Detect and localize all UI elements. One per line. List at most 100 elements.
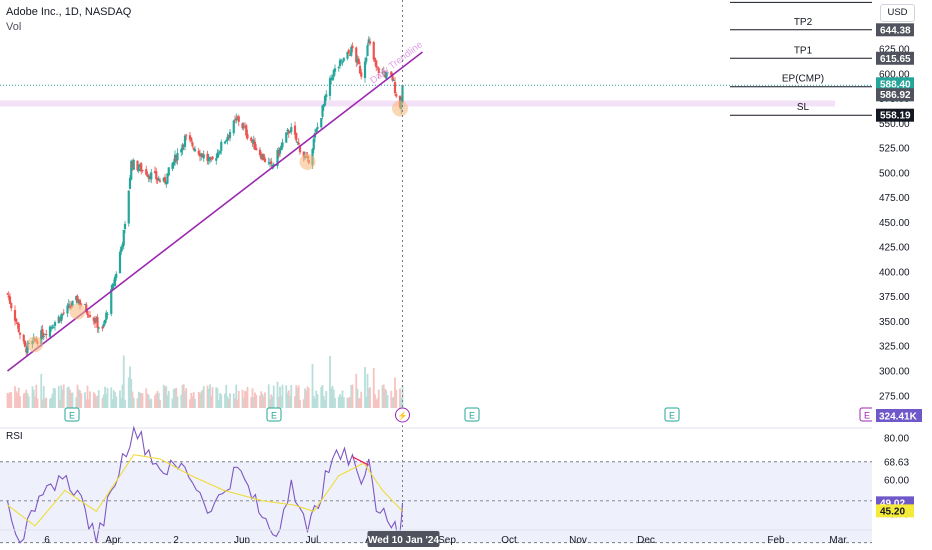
volume-bar: [110, 387, 113, 408]
volume-bar: [10, 392, 13, 408]
volume-bar: [119, 390, 121, 408]
date-tick-label[interactable]: Dec: [637, 535, 655, 546]
volume-bar: [166, 395, 169, 408]
price-tick-label: 525.00: [879, 144, 910, 155]
candle: [312, 138, 315, 150]
candle: [201, 153, 204, 158]
earnings-marker[interactable]: [64, 407, 80, 422]
candle: [183, 135, 187, 147]
volume-bar: [40, 373, 43, 408]
candle: [323, 96, 327, 106]
candle: [223, 141, 227, 144]
candle: [176, 153, 179, 161]
candle: [377, 68, 380, 74]
volume-bar: [399, 388, 401, 408]
candle: [180, 149, 183, 153]
candle: [287, 130, 290, 134]
candle: [250, 137, 253, 141]
volume-tag-text: 324.41K: [879, 412, 918, 423]
date-tick-label[interactable]: 2: [173, 535, 179, 546]
dividend-marker[interactable]: [395, 407, 410, 423]
earnings-marker[interactable]: [664, 407, 680, 422]
date-tick-label[interactable]: Nov: [569, 535, 587, 546]
candle: [322, 104, 325, 107]
symbol-title[interactable]: Adobe Inc., 1D, NASDAQ: [6, 6, 132, 18]
price-tick-label: 425.00: [879, 243, 910, 254]
volume-bar: [224, 393, 226, 408]
price-tick-label: 400.00: [879, 267, 910, 278]
volume-bar: [79, 390, 81, 408]
candle: [395, 94, 398, 97]
candle: [232, 120, 235, 134]
volume-bar: [191, 396, 194, 408]
volume-bar: [87, 399, 90, 408]
price-tick-label: 450.00: [879, 218, 910, 229]
rsi-divergence-line: [352, 456, 370, 466]
date-tick-label[interactable]: 6: [44, 535, 50, 546]
level-label[interactable]: SL: [797, 102, 810, 113]
volume-bar: [294, 396, 296, 408]
level-label[interactable]: TP2: [794, 17, 813, 28]
candle: [390, 71, 393, 76]
volume-bar: [324, 399, 326, 408]
volume-bar: [261, 394, 264, 408]
volume-bar: [390, 390, 393, 408]
trendline[interactable]: [7, 51, 423, 372]
volume-label[interactable]: Vol: [6, 21, 22, 33]
volume-bar: [149, 399, 151, 408]
volume-bar: [305, 390, 308, 408]
volume-bar: [302, 399, 305, 408]
date-tick-label[interactable]: Mar: [829, 535, 847, 546]
volume-bar: [312, 395, 315, 408]
earnings-marker[interactable]: [266, 407, 282, 422]
volume-bar: [314, 398, 316, 408]
volume-bar: [120, 398, 123, 408]
candle: [97, 327, 100, 329]
candle: [123, 223, 127, 230]
earnings-marker-label: E: [69, 411, 75, 421]
candle: [215, 158, 218, 161]
rsi-pane-label[interactable]: RSI: [6, 431, 23, 442]
candle: [262, 154, 265, 161]
volume-bar: [382, 384, 385, 408]
volume-bar: [254, 392, 256, 408]
volume-bar: [127, 377, 130, 408]
candle: [296, 141, 299, 143]
candle: [268, 162, 272, 164]
date-tick-label[interactable]: Jul: [306, 535, 319, 546]
candle: [393, 81, 397, 94]
candle: [22, 334, 25, 342]
volume-bar: [199, 393, 201, 408]
candle: [236, 116, 239, 118]
volume-bar: [32, 389, 35, 408]
level-label[interactable]: TP1: [794, 45, 813, 56]
candle: [217, 153, 220, 155]
candle: [163, 177, 167, 183]
volume-bar: [180, 394, 183, 408]
volume-bar: [209, 384, 211, 408]
candle: [261, 154, 264, 160]
date-tick-label[interactable]: Jun: [234, 535, 250, 546]
volume-bar: [59, 399, 61, 408]
volume-bar: [69, 389, 71, 408]
earnings-marker[interactable]: [464, 407, 480, 422]
date-tick-label[interactable]: Feb: [767, 535, 785, 546]
date-tick-label[interactable]: Oct: [501, 535, 517, 546]
volume-bar: [206, 385, 209, 408]
volume-bar: [321, 384, 324, 408]
date-tick-label[interactable]: Apr: [105, 535, 121, 546]
volume-bar: [311, 363, 314, 408]
volume-bar: [272, 385, 275, 408]
volume-bar: [359, 398, 361, 408]
candle: [302, 151, 305, 158]
date-tick-label[interactable]: Sep: [438, 535, 456, 546]
currency-button[interactable]: USD: [880, 4, 915, 22]
volume-bar: [329, 355, 331, 408]
candle: [192, 147, 195, 150]
ep-price-tag-text: 586.92: [880, 90, 911, 101]
candle: [220, 141, 223, 151]
candle: [351, 45, 354, 49]
level-label[interactable]: EP(CMP): [782, 74, 824, 85]
candle: [255, 148, 258, 151]
